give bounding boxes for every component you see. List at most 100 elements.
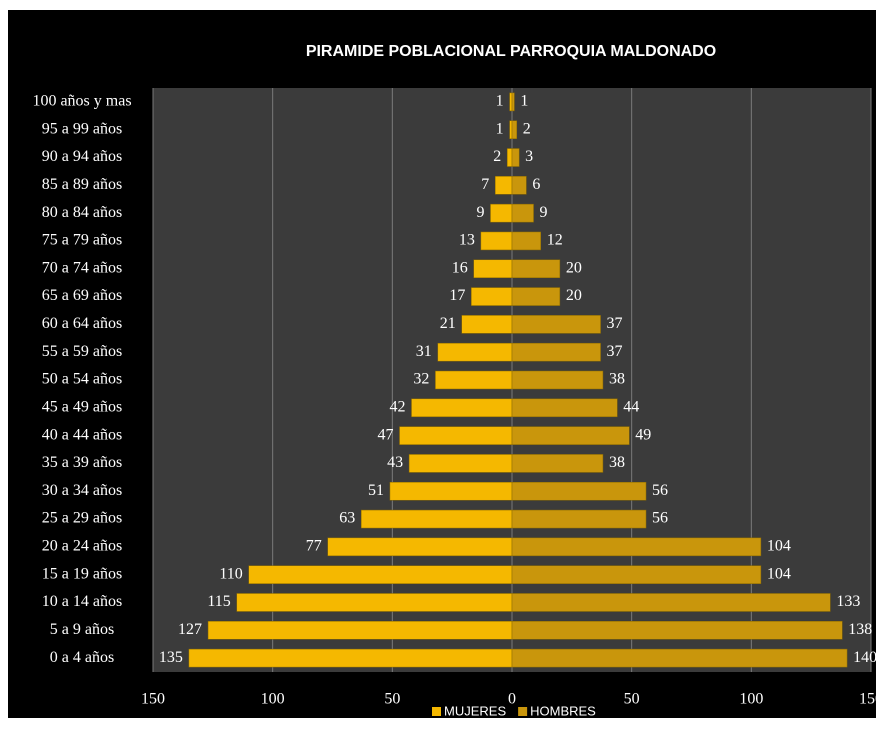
bar [471, 287, 513, 306]
legend-swatch [518, 707, 528, 716]
y-tick-label: 55 a 59 años [42, 343, 122, 360]
y-tick-label: 20 a 24 años [42, 538, 122, 555]
x-tick-label: 0 [508, 691, 516, 708]
bar [511, 426, 630, 445]
data-label: 110 [219, 565, 242, 582]
data-label: 104 [767, 538, 791, 555]
data-label: 42 [389, 398, 405, 415]
y-tick-label: 0 a 4 años [50, 649, 114, 666]
y-tick-label: 5 a 9 años [50, 621, 114, 638]
bar [511, 481, 647, 501]
bar [511, 259, 561, 279]
x-tick-label: 50 [624, 691, 640, 708]
bar [511, 593, 831, 612]
bar [461, 315, 513, 334]
data-label: 16 [452, 259, 468, 276]
data-label: 56 [652, 482, 668, 499]
bar [511, 148, 520, 167]
y-tick-label: 15 a 19 años [42, 565, 122, 582]
data-label: 20 [566, 259, 582, 276]
bar [511, 120, 518, 139]
bar [511, 565, 762, 584]
bar [327, 537, 513, 557]
bar [506, 148, 513, 167]
data-label: 1 [496, 93, 504, 110]
bar [411, 398, 513, 418]
data-label: 63 [339, 510, 355, 527]
bar [511, 398, 618, 418]
x-tick-label: 100 [739, 691, 763, 708]
bar [509, 120, 513, 139]
y-tick-label: 40 a 44 años [42, 426, 122, 443]
data-label: 104 [767, 565, 791, 582]
bar [511, 231, 541, 251]
data-label: 115 [207, 593, 230, 610]
bar [511, 176, 527, 195]
data-label: 140 [853, 649, 877, 666]
y-tick-label: 10 a 14 años [42, 593, 122, 610]
data-label: 77 [306, 538, 322, 555]
x-tick-label: 50 [384, 691, 400, 708]
data-label: 7 [481, 176, 489, 193]
x-tick-label: 150 [141, 691, 165, 708]
bar [511, 92, 515, 112]
y-tick-label: 65 a 69 años [42, 287, 122, 304]
x-tick-label: 100 [261, 691, 285, 708]
data-label: 32 [413, 371, 429, 388]
bar [236, 593, 513, 612]
data-label: 17 [449, 287, 465, 304]
bar [511, 454, 604, 473]
legend-swatch [432, 707, 441, 716]
y-tick-label: 45 a 49 años [42, 398, 122, 415]
data-label: 49 [635, 426, 651, 443]
bar [435, 370, 513, 390]
bar [480, 231, 513, 251]
bar [399, 426, 513, 445]
bar [437, 342, 513, 362]
bar [511, 509, 647, 529]
y-tick-label: 60 a 64 años [42, 315, 122, 332]
y-tick-label: 35 a 39 años [42, 454, 122, 471]
bar [408, 454, 513, 473]
bar [494, 176, 513, 195]
bar [490, 203, 513, 223]
y-tick-label: 100 años y mas [32, 93, 131, 110]
bar [207, 621, 513, 640]
chart-title: PIRAMIDE POBLACIONAL PARROQUIA MALDONADO [306, 43, 716, 60]
data-label: 38 [609, 454, 625, 471]
legend-label: HOMBRES [530, 703, 596, 718]
data-label: 9 [540, 204, 548, 221]
data-label: 12 [547, 232, 563, 249]
y-tick-label: 90 a 94 años [42, 148, 122, 165]
bar [511, 370, 604, 390]
y-tick-label: 25 a 29 años [42, 510, 122, 527]
bar [360, 509, 513, 529]
y-tick-label: 50 a 54 años [42, 371, 122, 388]
data-label: 43 [387, 454, 403, 471]
data-label: 6 [532, 176, 540, 193]
data-label: 38 [609, 371, 625, 388]
bar [511, 315, 601, 334]
data-label: 9 [476, 204, 484, 221]
data-label: 127 [178, 621, 202, 638]
data-label: 3 [525, 148, 533, 165]
bar [248, 565, 513, 584]
data-label: 138 [848, 621, 872, 638]
bar [511, 287, 561, 306]
y-tick-label: 80 a 84 años [42, 204, 122, 221]
data-label: 37 [607, 315, 623, 332]
bar [511, 621, 843, 640]
data-label: 135 [159, 649, 183, 666]
data-label: 51 [368, 482, 384, 499]
x-tick-label: 150 [859, 691, 883, 708]
data-label: 1 [520, 93, 528, 110]
data-label: 133 [836, 593, 860, 610]
bar [509, 92, 513, 112]
data-label: 37 [607, 343, 623, 360]
data-label: 1 [496, 120, 504, 137]
y-tick-label: 95 a 99 años [42, 120, 122, 137]
bar [511, 537, 762, 557]
y-tick-label: 75 a 79 años [42, 232, 122, 249]
bar [511, 342, 601, 362]
